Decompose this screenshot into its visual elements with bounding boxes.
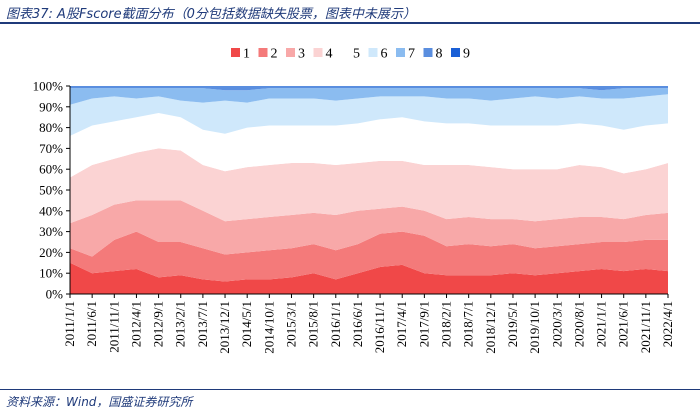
legend-label-3: 3: [298, 47, 305, 62]
x-tick-label: 2014/10/1: [261, 301, 276, 354]
x-tick-label: 2016/11/1: [372, 301, 387, 353]
legend-label-2: 2: [271, 47, 278, 62]
area-series-8: [70, 86, 668, 91]
source-note: 资料来源：Wind，国盛证券研究所: [6, 395, 193, 409]
legend-label-1: 1: [243, 47, 250, 62]
x-tick-label: 2021/1/1: [594, 301, 609, 347]
x-tick-label: 2017/9/1: [416, 301, 431, 347]
legend-swatch-5: [341, 48, 350, 57]
title-divider: [0, 22, 700, 24]
x-tick-label: 2018/2/1: [439, 301, 454, 347]
x-tick-label: 2011/6/1: [84, 301, 99, 347]
legend-label-8: 8: [436, 47, 443, 62]
legend-swatch-4: [313, 48, 323, 57]
area-series-3: [70, 200, 668, 257]
legend-swatch-3: [286, 48, 295, 57]
legend-label-7: 7: [408, 47, 415, 62]
x-tick-label: 2016/1/1: [328, 301, 343, 347]
y-tick-label: 80%: [39, 120, 63, 135]
x-tick-label: 2020/3/1: [549, 301, 564, 347]
area-series-5: [70, 113, 668, 178]
area-series-7: [70, 88, 668, 105]
y-tick-label: 100%: [33, 79, 64, 94]
x-tick-label: 2019/10/1: [527, 301, 542, 354]
x-tick-label: 2013/2/1: [173, 301, 188, 347]
legend-swatch-6: [368, 48, 378, 57]
chart-legend: 1 2 3 4 5 6 7 8 9: [231, 47, 470, 62]
x-tick-label: 2012/9/1: [151, 301, 166, 347]
legend-label-9: 9: [463, 47, 470, 62]
area-series-1: [70, 262, 668, 294]
y-tick-label: 40%: [39, 203, 63, 218]
x-tick-label: 2022/4/1: [660, 301, 675, 347]
y-tick-label: 20%: [39, 245, 63, 260]
legend-swatch-2: [258, 48, 268, 57]
x-tick-label: 2011/11/1: [106, 301, 121, 353]
y-tick-label: 0%: [46, 287, 64, 302]
x-tick-label: 2013/12/1: [217, 301, 232, 354]
x-tick-label: 2015/8/1: [306, 301, 321, 347]
y-tick-label: 50%: [39, 183, 63, 198]
x-tick-label: 2016/6/1: [350, 301, 365, 347]
x-tick-label: 2017/4/1: [394, 301, 409, 347]
x-tick-label: 2020/8/1: [571, 301, 586, 347]
x-tick-label: 2015/3/1: [283, 301, 298, 347]
x-tick-label: 2021/6/1: [616, 301, 631, 347]
x-tick-label: 2011/1/1: [62, 301, 77, 347]
y-tick-label: 70%: [39, 141, 63, 156]
x-tick-label: 2018/7/1: [461, 301, 476, 347]
y-tick-label: 90%: [39, 99, 63, 114]
x-tick-label: 2013/7/1: [195, 301, 210, 347]
legend-label-6: 6: [381, 47, 388, 62]
area-series-2: [70, 231, 668, 282]
x-tick-label: 2012/4/1: [128, 301, 143, 347]
legend-label-5: 5: [353, 47, 360, 62]
x-tick-label: 2018/12/1: [483, 301, 498, 354]
y-tick-label: 60%: [39, 162, 63, 177]
legend-swatch-8: [423, 48, 433, 57]
area-series-group: [70, 86, 668, 294]
area-series-6: [70, 94, 668, 136]
chart-title: 图表37: A股Fscore截面分布（0分包括数据缺失股票，图表中未展示）: [6, 7, 416, 22]
x-tick-label: 2014/5/1: [239, 301, 254, 347]
legend-swatch-7: [396, 48, 405, 57]
legend-label-4: 4: [326, 47, 333, 62]
x-tick-label: 2021/11/1: [638, 301, 653, 353]
y-tick-label: 10%: [39, 266, 63, 281]
legend-swatch-9: [451, 48, 460, 57]
legend-swatch-1: [231, 48, 240, 57]
area-series-4: [70, 148, 668, 224]
y-tick-label: 30%: [39, 224, 63, 239]
x-tick-label: 2019/5/1: [505, 301, 520, 347]
chart-axes: 0% 10% 20% 30% 40% 50% 60% 70% 80% 90% 100% 2011/1/…: [33, 79, 675, 354]
source-divider: [0, 389, 700, 390]
